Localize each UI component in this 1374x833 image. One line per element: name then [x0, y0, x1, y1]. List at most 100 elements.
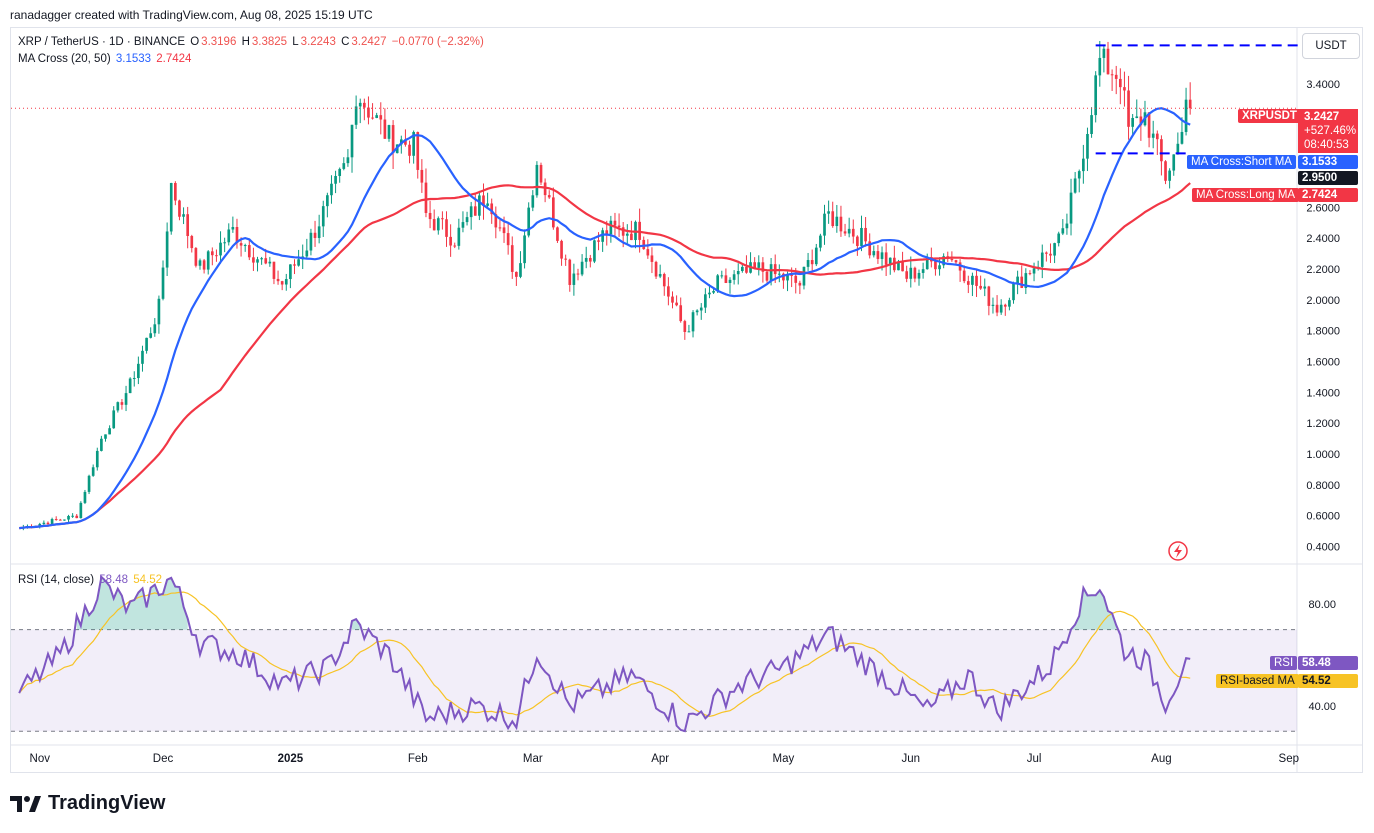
candle-body — [605, 230, 609, 235]
candle-body — [642, 239, 646, 250]
long-ma-label-tag: MA Cross:Long MA — [1192, 188, 1300, 202]
candle-body — [252, 257, 255, 263]
candle-body — [494, 214, 498, 228]
candle-body — [178, 200, 181, 217]
candle-body — [223, 242, 226, 244]
candle-body — [699, 307, 703, 311]
candle-body — [814, 247, 818, 265]
candle-body — [872, 251, 876, 256]
ma-long-line — [19, 182, 1191, 530]
candle-body — [1086, 133, 1089, 159]
candle-body — [42, 522, 46, 524]
candle-body — [564, 258, 567, 260]
candle-body — [408, 144, 411, 156]
candle-body — [153, 324, 157, 334]
candle-body — [856, 236, 859, 246]
currency-button[interactable]: USDT — [1302, 33, 1360, 59]
candle-body — [387, 125, 391, 139]
candle-body — [1160, 139, 1163, 162]
candle-body — [987, 286, 991, 306]
candle-body — [358, 102, 362, 107]
candle-body — [1061, 228, 1065, 234]
candle-body — [732, 274, 736, 280]
candle-body — [515, 271, 518, 277]
candle-body — [1016, 276, 1019, 284]
candle-body — [486, 203, 489, 206]
candle-body — [416, 132, 420, 170]
candle-body — [1057, 233, 1061, 244]
candle-body — [367, 107, 370, 118]
candle-body — [609, 220, 613, 235]
candle-body — [100, 438, 103, 451]
candle-body — [716, 275, 720, 292]
candle-body — [630, 233, 633, 241]
candle-body — [1012, 283, 1015, 301]
candle-body — [165, 231, 169, 268]
ma-short-line — [19, 107, 1191, 530]
candle-body — [498, 227, 502, 229]
price-tag-pct: +527.46% — [1304, 125, 1357, 137]
candle-body — [802, 266, 806, 286]
candle-body — [527, 207, 531, 236]
chart-frame — [10, 27, 1363, 773]
rsi-value: 58.48 — [99, 574, 129, 586]
candle-body — [104, 434, 107, 439]
candle-body — [1106, 48, 1110, 75]
candle-body — [523, 235, 526, 264]
candle-body — [449, 236, 452, 246]
candle-body — [256, 259, 259, 263]
candle-body — [597, 240, 600, 242]
ma-short-value: 3.1533 — [115, 53, 152, 65]
price-axis-tick: 0.8000 — [1306, 480, 1340, 492]
candle-body — [375, 115, 379, 118]
candle-body — [239, 243, 243, 246]
candle-body — [798, 282, 802, 286]
candle-body — [995, 304, 999, 313]
candle-body — [753, 262, 756, 268]
candle-body — [839, 216, 843, 232]
tradingview-logo-icon — [10, 795, 41, 812]
candle-body — [991, 304, 995, 306]
candle-body — [215, 255, 218, 257]
candle-body — [662, 274, 666, 287]
candle-body — [420, 169, 424, 183]
candle-body — [675, 302, 678, 306]
candle-body — [983, 286, 987, 289]
candle-body — [745, 266, 748, 273]
candle-body — [379, 115, 383, 120]
candle-body — [227, 229, 231, 243]
candle-body — [137, 363, 140, 379]
candle-body — [445, 219, 448, 237]
candle-body — [128, 378, 132, 394]
candle-body — [161, 267, 165, 299]
price-tag-value: 3.2427 — [1304, 111, 1340, 123]
candle-body — [519, 263, 522, 277]
candle-body — [979, 285, 982, 289]
candle-body — [284, 279, 288, 285]
candle-body — [1020, 276, 1024, 288]
candle-body — [1118, 78, 1122, 88]
candle-body — [621, 227, 625, 236]
candle-body — [897, 261, 900, 271]
candle-body — [580, 261, 584, 275]
candle-body — [736, 271, 740, 275]
candle-body — [999, 304, 1003, 313]
candle-body — [293, 264, 296, 266]
candle-body — [1003, 304, 1007, 307]
candle-body — [145, 337, 148, 351]
level-value-tag: 2.9500 — [1298, 171, 1358, 185]
open-label: O — [190, 36, 200, 48]
price-axis-tick: 1.0000 — [1306, 449, 1340, 461]
candle-body — [704, 294, 707, 308]
candle-body — [120, 402, 124, 405]
high-label: H — [241, 36, 250, 48]
candle-body — [851, 228, 855, 237]
candle-body — [210, 251, 214, 256]
candle-body — [354, 106, 358, 125]
candle-body — [687, 331, 691, 333]
candle-body — [272, 261, 276, 279]
candle-body — [149, 333, 153, 338]
candle-body — [297, 259, 300, 266]
time-axis-tick: Dec — [153, 753, 174, 765]
